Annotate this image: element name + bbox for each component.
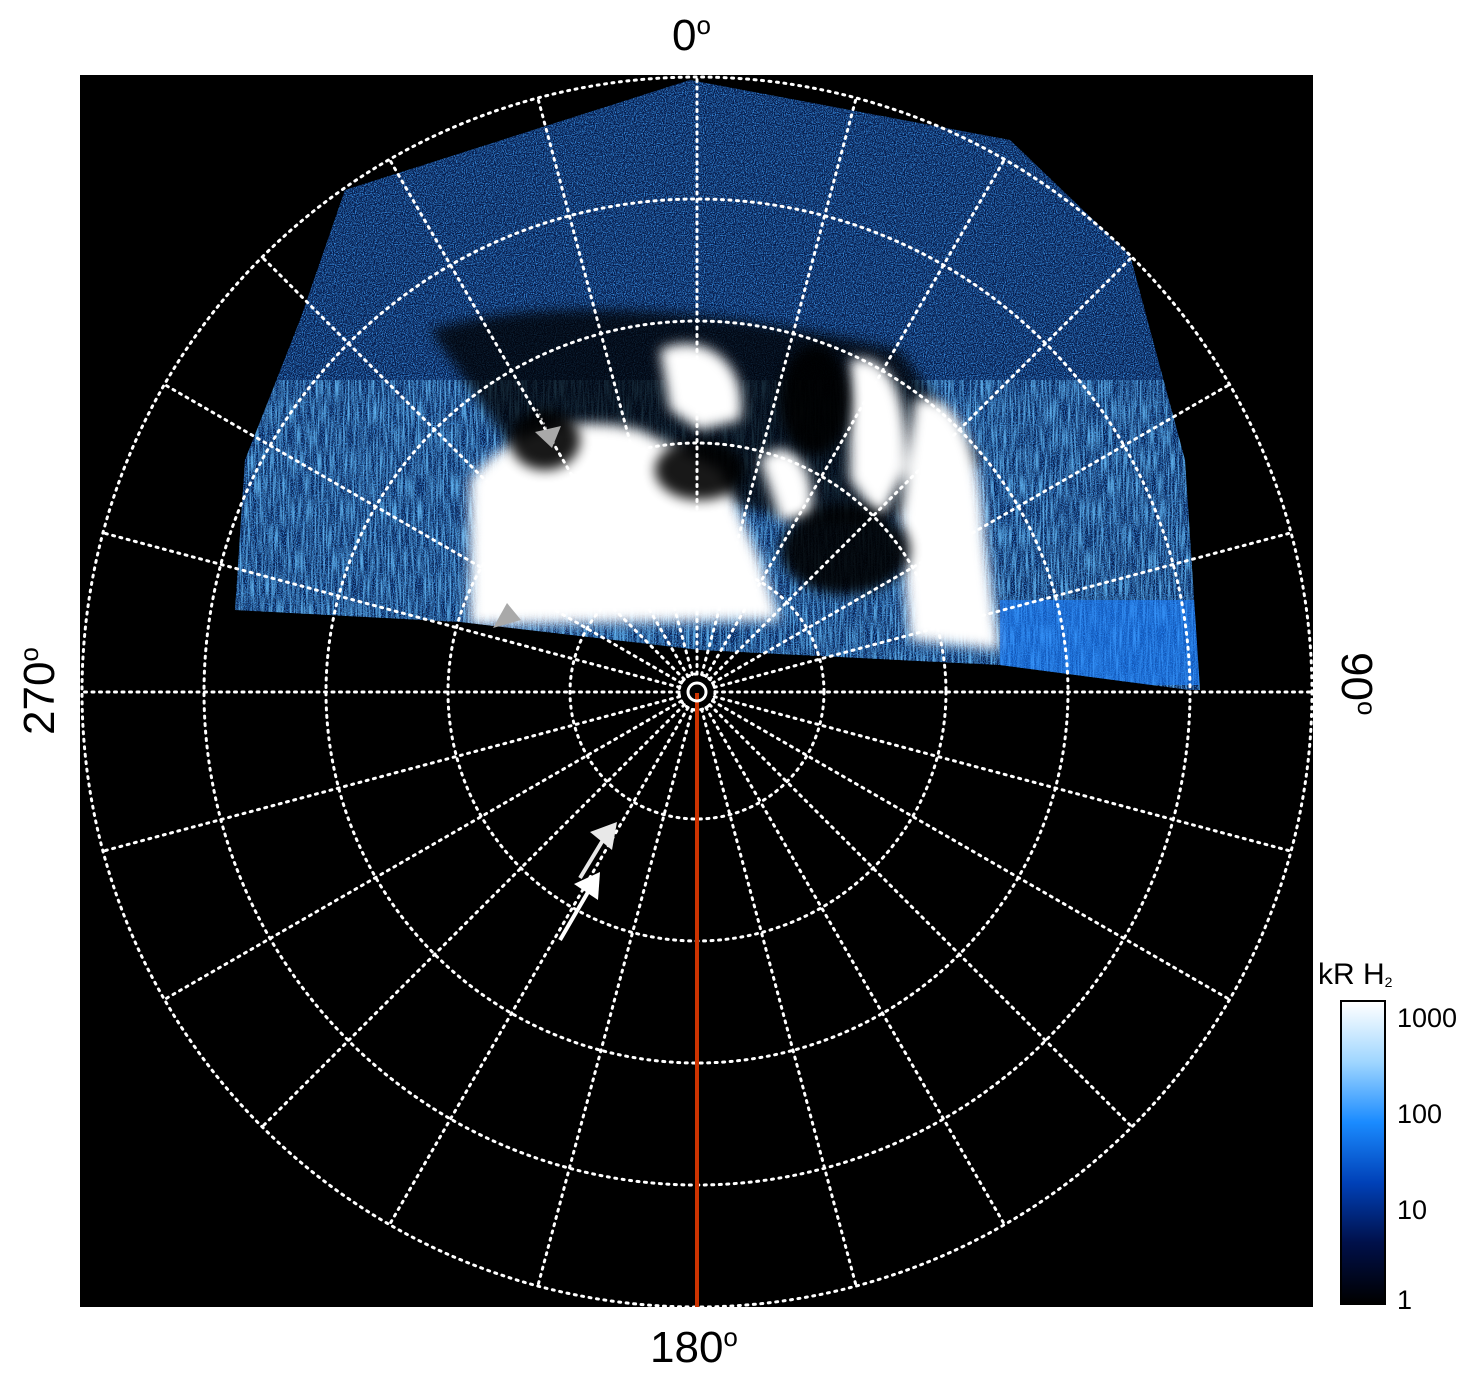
grid-spoke: [708, 255, 1134, 681]
label-0-deg: 0o: [672, 10, 711, 60]
grid-spoke: [704, 706, 1006, 1227]
pole-marker: [686, 681, 708, 703]
grid-spoke: [536, 707, 694, 1288]
grid-spoke: [708, 703, 1134, 1129]
colorbar-title: kR H2: [1318, 958, 1393, 991]
colorbar-tick-label: 1: [1397, 1285, 1413, 1315]
grid-spoke: [700, 96, 858, 677]
colorbar-tick-label: 10: [1397, 1195, 1428, 1225]
aurora-emission: [235, 80, 1200, 690]
grid-ring: [568, 563, 826, 821]
label-180-deg: 180o: [650, 1322, 738, 1372]
grid-spoke: [536, 96, 694, 677]
colorbar-tick-label: 1000: [1397, 1003, 1458, 1033]
grid-spoke: [260, 255, 686, 681]
label-270-deg: 270o: [14, 647, 64, 735]
label-90-deg: 90o: [1332, 652, 1382, 716]
grid-spoke: [388, 157, 690, 678]
grid-ring: [80, 75, 1313, 1307]
grid-spoke: [162, 699, 683, 1001]
grid-spoke: [260, 703, 686, 1129]
grid-spoke: [711, 383, 1232, 685]
polar-grid: [80, 75, 1313, 1307]
arrow-icon: [493, 603, 521, 628]
grid-spoke: [712, 531, 1293, 689]
grid-spoke: [704, 157, 1006, 678]
colorbar-tick-label: 100: [1397, 1099, 1443, 1129]
arrow-icon: [558, 872, 600, 942]
grid-spoke: [101, 531, 682, 689]
grid-spoke: [711, 699, 1232, 1001]
colorbar: [1340, 1000, 1386, 1305]
grid-spoke: [712, 695, 1293, 853]
grid-spoke: [101, 695, 682, 853]
grid-spoke: [388, 706, 690, 1227]
grid-spoke: [162, 383, 683, 685]
grid-spoke: [700, 707, 858, 1288]
arrow-icon: [578, 822, 617, 880]
arrow-icon: [535, 408, 561, 448]
